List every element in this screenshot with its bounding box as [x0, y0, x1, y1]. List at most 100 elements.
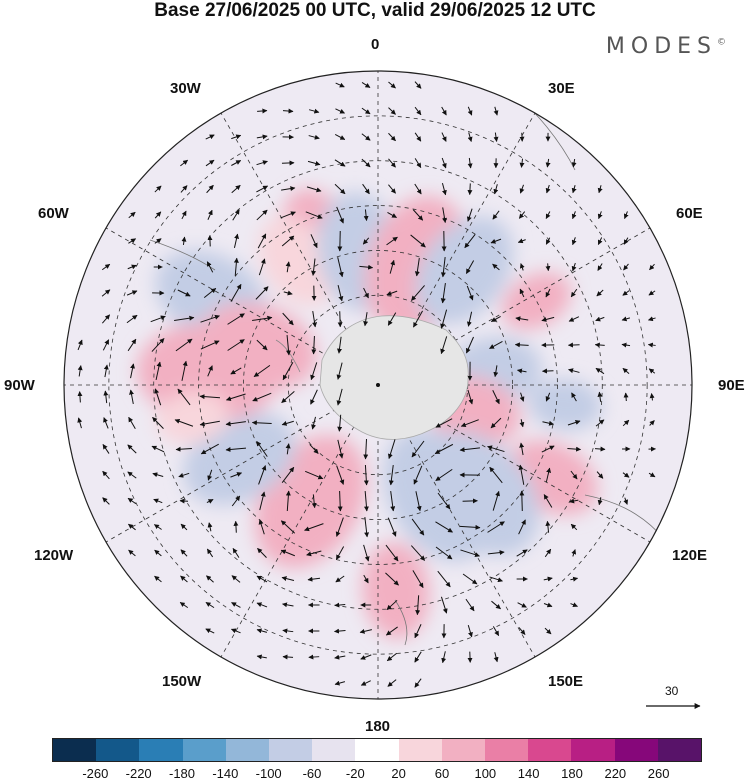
wind-vector [363, 574, 369, 584]
wind-vector [312, 311, 318, 328]
label-lon-180: 180 [365, 718, 391, 735]
wind-vector [335, 108, 346, 114]
wind-vector [362, 237, 370, 245]
wind-vector [569, 498, 579, 504]
wind-vector [308, 654, 320, 660]
wind-vector [231, 495, 241, 507]
colorbar-swatch [528, 739, 572, 761]
wind-vector [200, 314, 220, 323]
wind-vector [570, 576, 579, 582]
wind-vector [335, 517, 344, 537]
wind-vector [307, 576, 321, 582]
wind-vector [129, 389, 134, 405]
wind-vector [309, 444, 319, 454]
wind-vector [205, 159, 215, 167]
wind-vector [363, 209, 369, 222]
wind-vector [567, 446, 582, 452]
anomaly-cell [258, 216, 336, 306]
wind-vector [203, 288, 217, 298]
wind-vector [206, 184, 214, 194]
wind-vector [174, 418, 194, 427]
wind-vector [227, 313, 245, 325]
wind-vector [388, 465, 394, 486]
wind-vector [545, 288, 551, 298]
wind-vector [360, 654, 372, 660]
latitude-circle [243, 250, 513, 520]
colorbar-swatch [182, 739, 226, 761]
wind-vector [571, 237, 577, 246]
wind-vector [649, 393, 655, 401]
wind-vector [622, 367, 630, 375]
wind-vector [568, 368, 580, 374]
colorbar-swatch [53, 739, 97, 761]
wind-vector [415, 595, 421, 616]
wind-vector [256, 209, 268, 221]
wind-vector [519, 263, 525, 271]
wind-vector [623, 263, 629, 271]
wind-vector [251, 420, 272, 426]
wind-vector [280, 211, 296, 219]
latitude-circle [108, 115, 648, 655]
wind-vector [363, 544, 370, 562]
wind-vector [103, 417, 109, 429]
wind-vector [334, 680, 346, 686]
colorbar-swatch [657, 739, 702, 761]
wind-vector [155, 361, 162, 381]
wind-vector [595, 367, 605, 375]
wind-vector [414, 678, 422, 688]
wind-vector [181, 236, 187, 246]
wind-vector [440, 336, 448, 355]
wind-vector [387, 312, 397, 326]
wind-vector [545, 158, 551, 168]
wind-vector [493, 106, 499, 116]
colorbar-tick-label: -140 [212, 766, 239, 781]
wind-vector [282, 602, 294, 608]
wind-vector [541, 445, 555, 453]
wind-vector [410, 545, 426, 561]
wind-vector [102, 444, 110, 454]
colorbar-tick-label: 220 [604, 766, 627, 781]
wind-vector [311, 335, 317, 355]
label-lon-90e: 90E [718, 377, 745, 394]
wind-vector [412, 570, 424, 589]
wind-vector [257, 108, 268, 114]
wind-vector [359, 628, 372, 634]
wind-vector [594, 446, 606, 452]
wind-vector [435, 521, 453, 533]
wind-vector [441, 651, 447, 664]
wind-vector [386, 290, 398, 296]
wind-vector [493, 184, 499, 195]
anomaly-cell [501, 272, 572, 330]
wind-vector [181, 360, 188, 381]
colorbar-swatch [571, 739, 615, 761]
wind-vector [388, 184, 396, 194]
anomaly-cell [155, 391, 229, 444]
wind-vector [304, 523, 324, 532]
wind-vector [543, 494, 553, 508]
wind-vector [487, 445, 505, 453]
wind-vector [281, 420, 294, 426]
wind-vector [519, 442, 525, 456]
wind-vector [390, 491, 396, 512]
wind-vector [467, 157, 473, 169]
wind-vector [570, 602, 578, 608]
wind-vector [623, 237, 629, 245]
colorbar-tick-label: -180 [168, 766, 196, 781]
wind-vector [282, 628, 294, 634]
wind-vector [516, 549, 528, 557]
wind-vector [363, 464, 369, 486]
wind-vector [545, 263, 551, 272]
wind-vector [492, 626, 500, 637]
wind-vector [180, 159, 189, 167]
wind-vector [567, 420, 581, 426]
colorbar-swatch [355, 739, 399, 761]
wind-vector [310, 234, 318, 249]
anomaly-cell [415, 216, 514, 325]
wind-vector [77, 339, 83, 351]
wind-vector [466, 336, 474, 354]
wind-vector [233, 257, 239, 276]
wind-vector [437, 492, 451, 510]
wind-vector [337, 284, 344, 302]
wind-vector [466, 311, 473, 327]
